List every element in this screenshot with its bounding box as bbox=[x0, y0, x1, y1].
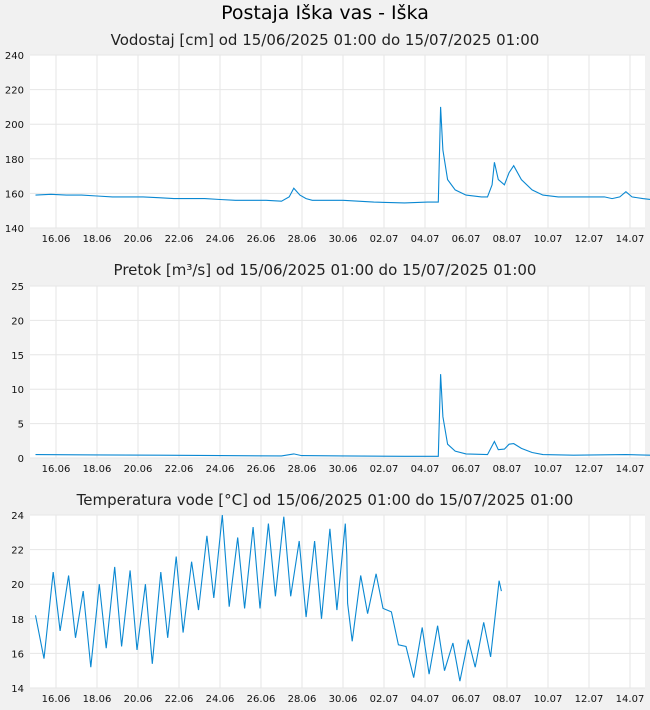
x-tick-label-2-2: 20.06 bbox=[124, 694, 153, 705]
x-tick-label-2-8: 02.07 bbox=[370, 694, 399, 705]
x-tick-label-1-5: 26.06 bbox=[247, 464, 276, 475]
x-tick-label-2-3: 22.06 bbox=[165, 694, 194, 705]
x-tick-label-0-4: 24.06 bbox=[206, 234, 235, 245]
plot-area-1 bbox=[30, 286, 645, 458]
x-tick-label-1-0: 16.06 bbox=[42, 464, 71, 475]
x-tick-label-1-6: 28.06 bbox=[288, 464, 317, 475]
x-tick-label-0-13: 12.07 bbox=[575, 234, 604, 245]
y-tick-label-2-4: 22 bbox=[11, 546, 24, 557]
y-tick-label-1-2: 10 bbox=[11, 385, 24, 396]
x-tick-label-1-11: 08.07 bbox=[493, 464, 522, 475]
y-tick-label-1-0: 0 bbox=[18, 454, 24, 465]
x-tick-label-2-10: 06.07 bbox=[452, 694, 481, 705]
x-tick-label-1-7: 30.06 bbox=[329, 464, 358, 475]
x-tick-label-2-6: 28.06 bbox=[288, 694, 317, 705]
x-tick-label-0-14: 14.07 bbox=[616, 234, 645, 245]
y-tick-label-2-1: 16 bbox=[11, 649, 24, 660]
x-tick-label-1-13: 12.07 bbox=[575, 464, 604, 475]
x-tick-label-0-1: 18.06 bbox=[83, 234, 112, 245]
x-tick-label-2-11: 08.07 bbox=[493, 694, 522, 705]
x-tick-label-1-4: 24.06 bbox=[206, 464, 235, 475]
chart-title-2: Temperatura vode [°C] od 15/06/2025 01:0… bbox=[76, 491, 574, 509]
x-tick-label-1-8: 02.07 bbox=[370, 464, 399, 475]
x-tick-label-2-0: 16.06 bbox=[42, 694, 71, 705]
x-tick-label-2-9: 04.07 bbox=[411, 694, 440, 705]
y-tick-label-0-1: 160 bbox=[5, 189, 24, 200]
y-tick-label-0-5: 240 bbox=[5, 51, 24, 62]
x-tick-label-2-12: 10.07 bbox=[534, 694, 563, 705]
x-tick-label-1-12: 10.07 bbox=[534, 464, 563, 475]
x-tick-label-0-8: 02.07 bbox=[370, 234, 399, 245]
x-tick-label-2-13: 12.07 bbox=[575, 694, 604, 705]
main-title: Postaja Iška vas - Iška bbox=[221, 2, 429, 24]
series-line-1-0 bbox=[35, 374, 650, 457]
y-tick-label-0-0: 140 bbox=[5, 224, 24, 235]
y-tick-label-1-1: 5 bbox=[18, 420, 24, 431]
x-tick-label-1-14: 14.07 bbox=[616, 464, 645, 475]
chart-title-0: Vodostaj [cm] od 15/06/2025 01:00 do 15/… bbox=[111, 31, 540, 49]
x-tick-label-0-12: 10.07 bbox=[534, 234, 563, 245]
y-tick-label-0-2: 180 bbox=[5, 155, 24, 166]
series-line-2-0 bbox=[34, 514, 502, 682]
x-tick-label-1-10: 06.07 bbox=[452, 464, 481, 475]
y-tick-label-0-4: 220 bbox=[5, 86, 24, 97]
x-tick-label-0-7: 30.06 bbox=[329, 234, 358, 245]
series-line-0-0 bbox=[35, 106, 650, 204]
x-tick-label-0-11: 08.07 bbox=[493, 234, 522, 245]
x-tick-label-2-5: 26.06 bbox=[247, 694, 276, 705]
x-tick-label-2-7: 30.06 bbox=[329, 694, 358, 705]
y-tick-label-0-3: 200 bbox=[5, 120, 24, 131]
x-tick-label-1-1: 18.06 bbox=[83, 464, 112, 475]
y-tick-label-2-0: 14 bbox=[11, 684, 24, 695]
x-tick-label-2-14: 14.07 bbox=[616, 694, 645, 705]
x-tick-label-0-10: 06.07 bbox=[452, 234, 481, 245]
x-tick-label-1-9: 04.07 bbox=[411, 464, 440, 475]
x-tick-label-0-6: 28.06 bbox=[288, 234, 317, 245]
x-tick-label-0-9: 04.07 bbox=[411, 234, 440, 245]
x-tick-label-1-2: 20.06 bbox=[124, 464, 153, 475]
x-tick-label-2-1: 18.06 bbox=[83, 694, 112, 705]
x-tick-label-0-3: 22.06 bbox=[165, 234, 194, 245]
y-tick-label-1-5: 25 bbox=[11, 282, 24, 293]
y-tick-label-1-3: 15 bbox=[11, 351, 24, 362]
x-tick-label-1-3: 22.06 bbox=[165, 464, 194, 475]
y-tick-label-2-3: 20 bbox=[11, 580, 24, 591]
plot-area-0 bbox=[30, 55, 645, 228]
y-tick-label-2-5: 24 bbox=[11, 511, 24, 522]
x-tick-label-0-0: 16.06 bbox=[42, 234, 71, 245]
y-tick-label-2-2: 18 bbox=[11, 615, 24, 626]
y-tick-label-1-4: 20 bbox=[11, 316, 24, 327]
x-tick-label-0-2: 20.06 bbox=[124, 234, 153, 245]
x-tick-label-2-4: 24.06 bbox=[206, 694, 235, 705]
chart-title-1: Pretok [m³/s] od 15/06/2025 01:00 do 15/… bbox=[114, 261, 537, 279]
x-tick-label-0-5: 26.06 bbox=[247, 234, 276, 245]
